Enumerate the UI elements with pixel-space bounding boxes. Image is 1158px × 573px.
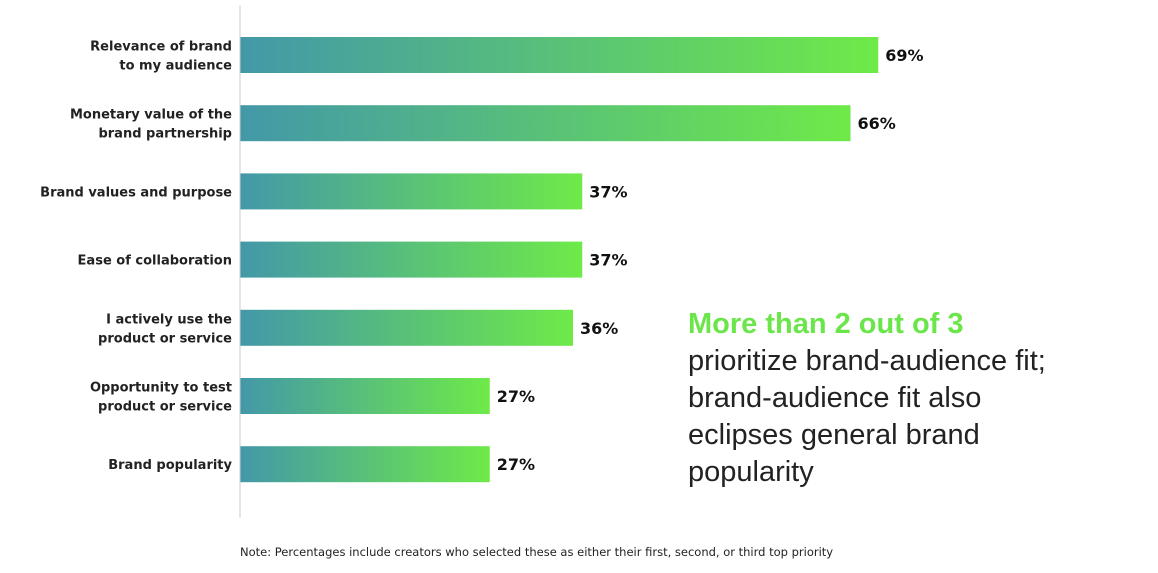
bar: [240, 378, 490, 414]
value-label: 37%: [589, 182, 627, 201]
value-label: 69%: [885, 46, 923, 65]
callout-line: eclipses general brand: [688, 419, 980, 451]
bar: [240, 37, 879, 73]
value-label: 66%: [858, 114, 896, 133]
callout-line: prioritize brand-audience fit;: [688, 345, 1046, 377]
category-label: Monetary value of the brand partnership: [70, 108, 232, 142]
category-label: Ease of collaboration: [78, 254, 232, 269]
footnote: Note: Percentages include creators who s…: [240, 545, 834, 559]
bar: [240, 309, 573, 346]
bar: [240, 446, 490, 483]
bar-chart: 69% Relevance of brand to my audience 66% Mo…: [40, 5, 924, 518]
bar: [240, 105, 851, 142]
callout-line: popularity: [688, 456, 814, 488]
value-label: 27%: [497, 455, 535, 474]
category-label: Brand popularity: [108, 458, 232, 473]
value-label: 27%: [497, 387, 535, 406]
category-label: Opportunity to test product or service: [90, 381, 232, 415]
category-label: Brand values and purpose: [40, 185, 232, 200]
value-label: 36%: [580, 319, 618, 338]
callout-highlight: More than 2 out of 3: [688, 308, 964, 340]
category-label: Relevance of brand to my audience: [90, 40, 232, 74]
callout-line: brand-audience fit also: [688, 382, 982, 414]
bar: [240, 241, 583, 278]
bar: [240, 173, 583, 210]
value-label: 37%: [589, 251, 627, 270]
callout: More than 2 out of 3 prioritize brand-au…: [688, 306, 1046, 491]
category-label: I actively use the product or service: [98, 312, 232, 346]
